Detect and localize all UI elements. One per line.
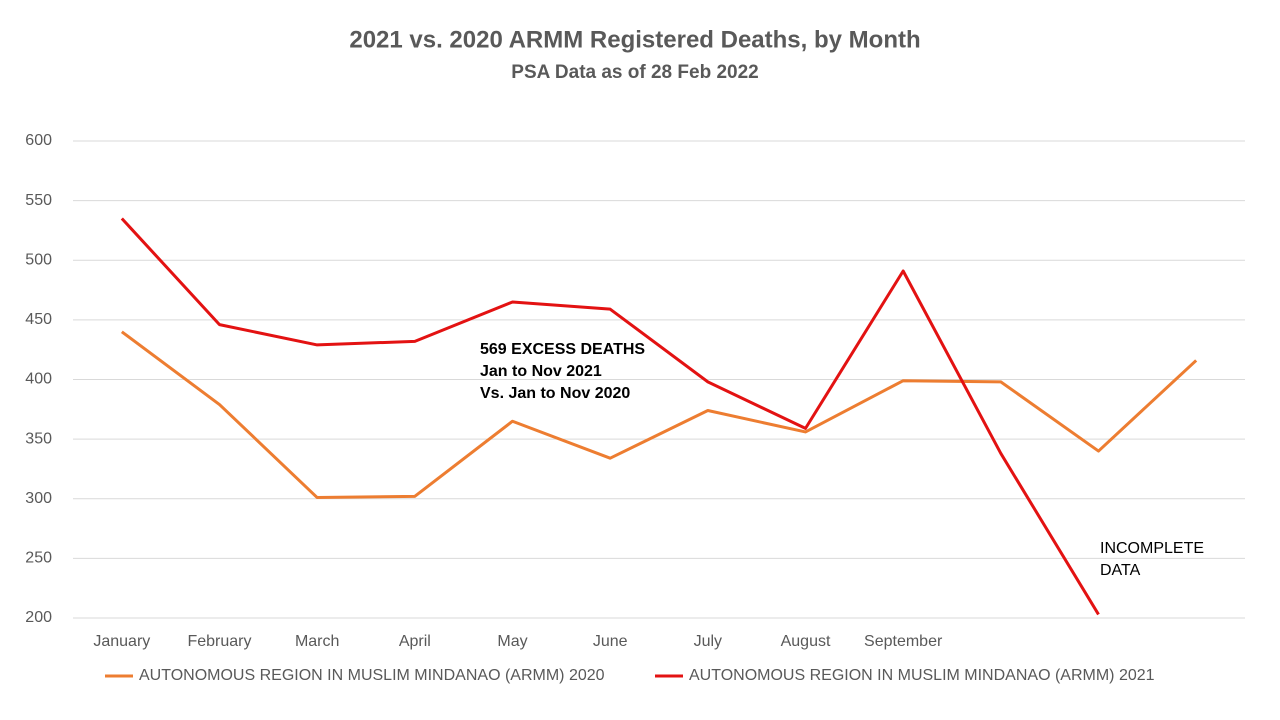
legend-label: AUTONOMOUS REGION IN MUSLIM MINDANAO (AR… [689, 667, 1155, 684]
chart-title: 2021 vs. 2020 ARMM Registered Deaths, by… [349, 26, 920, 53]
legend-label: AUTONOMOUS REGION IN MUSLIM MINDANAO (AR… [139, 667, 605, 684]
x-tick-label: July [694, 633, 722, 650]
x-tick-label: September [864, 633, 943, 650]
annotation: 569 EXCESS DEATHS [480, 341, 645, 358]
x-tick-label: August [781, 633, 831, 650]
y-tick-label: 450 [25, 311, 52, 328]
data-line [120, 217, 1100, 616]
x-tick-label: January [93, 633, 150, 650]
x-tick-label: June [593, 633, 628, 650]
y-tick-label: 550 [25, 192, 52, 209]
annotation: Vs. Jan to Nov 2020 [480, 385, 630, 402]
x-tick-label: February [187, 633, 251, 650]
y-tick-label: 350 [25, 430, 52, 447]
x-tick-label: May [497, 633, 527, 650]
annotation: Jan to Nov 2021 [480, 363, 602, 380]
annotation: INCOMPLETE [1100, 540, 1204, 557]
x-tick-label: March [295, 633, 339, 650]
x-tick-label: April [399, 633, 431, 650]
y-tick-label: 250 [25, 550, 52, 567]
chart-subtitle: PSA Data as of 28 Feb 2022 [511, 62, 758, 83]
y-tick-label: 300 [25, 490, 52, 507]
y-tick-label: 400 [25, 371, 52, 388]
y-tick-label: 200 [25, 609, 52, 626]
y-tick-label: 500 [25, 251, 52, 268]
annotation: DATA [1100, 562, 1141, 579]
data-line [120, 330, 1198, 500]
y-tick-label: 600 [25, 132, 52, 149]
